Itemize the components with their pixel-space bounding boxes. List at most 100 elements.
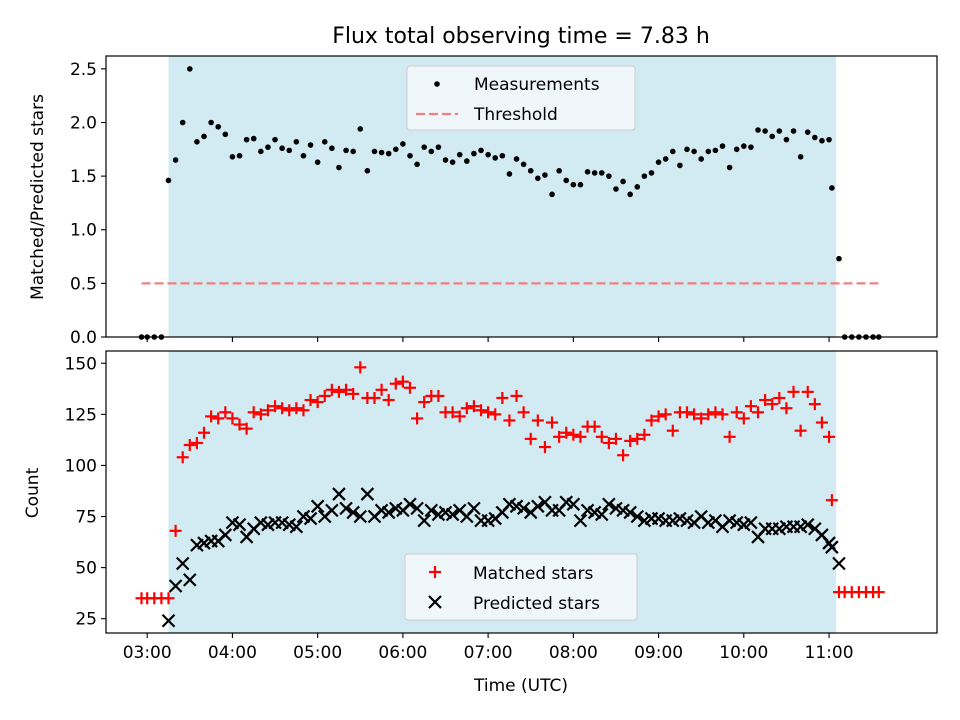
measurement-point bbox=[442, 157, 449, 163]
measurement-point bbox=[222, 131, 229, 138]
measurement-point bbox=[598, 170, 605, 176]
top-x-ticks bbox=[146, 337, 830, 342]
measurement-point bbox=[762, 128, 768, 134]
measurement-point bbox=[556, 167, 562, 174]
matched-star-point bbox=[823, 430, 836, 443]
measurement-point bbox=[258, 148, 264, 155]
top-y-tick-label: 1.0 bbox=[70, 221, 97, 241]
top-y-axis-label: Matched/Predicted stars bbox=[28, 94, 48, 300]
measurement-point bbox=[527, 167, 534, 174]
top-axes-frame bbox=[105, 55, 938, 338]
matched-star-point bbox=[546, 416, 559, 429]
measurement-point bbox=[187, 66, 193, 72]
x-tick-label: 10:00 bbox=[719, 643, 768, 663]
predicted-star-point bbox=[832, 556, 846, 571]
measurement-point bbox=[733, 146, 740, 153]
matched-star-point bbox=[375, 383, 388, 396]
measurement-point bbox=[606, 173, 612, 179]
legend-matched-label: Matched stars bbox=[473, 564, 593, 584]
matched-star-point bbox=[354, 361, 367, 374]
matched-star-point bbox=[453, 410, 466, 423]
measurement-point bbox=[201, 133, 207, 140]
predicted-star-point bbox=[183, 573, 197, 587]
matched-star-point bbox=[752, 406, 765, 419]
matched-star-point bbox=[240, 422, 253, 435]
measurement-point bbox=[172, 157, 179, 163]
measurement-point bbox=[392, 146, 399, 153]
measurement-point bbox=[655, 159, 662, 165]
predicted-star-point bbox=[332, 487, 346, 501]
predicted-star-point bbox=[168, 579, 183, 593]
matched-star-point bbox=[411, 412, 424, 425]
matched-star-point bbox=[567, 428, 580, 441]
measurement-point bbox=[563, 177, 570, 184]
matched-star-point bbox=[219, 406, 232, 419]
measurement-point bbox=[520, 161, 527, 168]
measurement-point bbox=[755, 127, 761, 133]
bottom-y-tick-label: 75 bbox=[75, 508, 97, 528]
predicted-star-point bbox=[800, 517, 815, 532]
bottom-marks bbox=[135, 361, 885, 628]
measurement-point bbox=[329, 145, 335, 152]
matched-star-point bbox=[247, 406, 260, 419]
predicted-star-point bbox=[516, 501, 531, 516]
measurement-point bbox=[243, 136, 250, 143]
measurement-point bbox=[456, 151, 463, 158]
matched-star-point bbox=[780, 402, 793, 415]
measurement-point bbox=[414, 161, 420, 168]
measurement-point bbox=[279, 145, 285, 152]
measurement-point bbox=[712, 147, 719, 154]
matched-star-point bbox=[560, 426, 573, 439]
bottom-y-ticks: 25 50 75 100 125 150 bbox=[65, 354, 106, 630]
x-tick-label: 03:00 bbox=[123, 643, 172, 663]
measurement-point bbox=[812, 134, 818, 141]
matched-star-point bbox=[226, 412, 239, 425]
top-y-tick-label: 0.5 bbox=[70, 274, 97, 294]
matched-star-point bbox=[631, 432, 644, 445]
predicted-star-point bbox=[403, 497, 417, 512]
matched-star-point bbox=[801, 385, 814, 398]
predicted-star-point bbox=[573, 513, 588, 528]
measurement-point bbox=[591, 170, 598, 176]
measurement-point bbox=[371, 148, 378, 155]
predicted-star-point bbox=[566, 497, 581, 512]
x-tick-label: 07:00 bbox=[464, 643, 513, 663]
bottom-y-tick-label: 125 bbox=[65, 405, 97, 425]
predicted-star-point bbox=[161, 613, 176, 628]
matched-star-point bbox=[205, 410, 218, 423]
matched-star-point bbox=[432, 389, 445, 402]
matched-star-point bbox=[574, 430, 587, 443]
x-tick-label: 11:00 bbox=[805, 643, 854, 663]
matched-star-point bbox=[716, 408, 729, 421]
measurement-point bbox=[165, 177, 172, 184]
matched-star-point bbox=[737, 412, 750, 425]
matched-star-point bbox=[624, 434, 637, 447]
measurement-point bbox=[378, 149, 385, 156]
x-tick-label: 06:00 bbox=[378, 643, 427, 663]
predicted-star-point bbox=[630, 509, 645, 524]
matched-star-point bbox=[368, 392, 381, 404]
predicted-star-point bbox=[175, 556, 190, 571]
x-tick-label: 08:00 bbox=[549, 643, 598, 663]
measurement-point bbox=[215, 123, 222, 130]
matched-star-point bbox=[276, 402, 289, 415]
predicted-star-point bbox=[467, 501, 481, 516]
matched-star-point bbox=[872, 586, 885, 599]
measurement-point bbox=[364, 167, 371, 174]
matched-star-point bbox=[759, 394, 772, 407]
measurement-point bbox=[705, 148, 712, 155]
measurement-point bbox=[421, 144, 427, 150]
measurement-point bbox=[208, 119, 214, 126]
measurement-point bbox=[549, 191, 555, 198]
predicted-star-point bbox=[346, 505, 360, 520]
measurement-point bbox=[286, 147, 293, 154]
predicted-star-point bbox=[825, 540, 839, 554]
measurement-point bbox=[829, 185, 835, 191]
top-y-tick-label: 2.5 bbox=[70, 60, 97, 80]
measurement-point bbox=[836, 255, 842, 262]
measurement-point bbox=[648, 170, 655, 176]
matched-star-point bbox=[340, 383, 353, 396]
matched-star-point bbox=[297, 404, 310, 417]
x-tick-label: 05:00 bbox=[293, 643, 342, 663]
